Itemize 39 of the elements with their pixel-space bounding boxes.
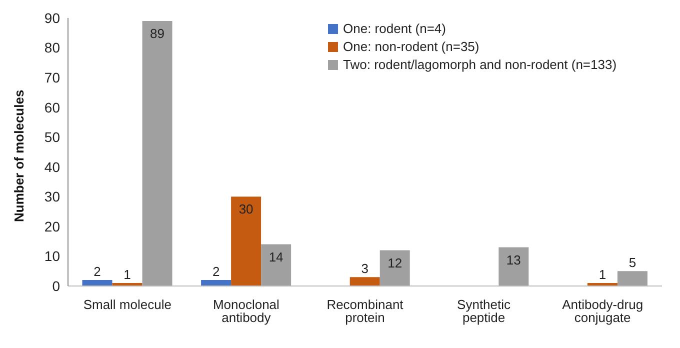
bar — [82, 280, 112, 286]
bar — [231, 196, 262, 286]
y-axis-title: Number of molecules — [12, 90, 27, 222]
legend-label: One: non-rodent (n=35) — [343, 38, 480, 56]
y-tick-label: 50 — [44, 129, 60, 146]
data-label: 89 — [150, 26, 164, 41]
legend-label: Two: rodent/lagomorph and non-rodent (n=133) — [343, 56, 617, 74]
data-label: 1 — [598, 267, 606, 282]
data-label: 2 — [94, 264, 101, 280]
y-tick-label: 20 — [44, 218, 60, 234]
y-tick-label: 0 — [52, 278, 60, 294]
data-label: 14 — [268, 249, 284, 264]
x-tick-label: Synthetic peptide — [457, 297, 512, 326]
y-tick-label: 70 — [44, 70, 60, 86]
bar — [350, 277, 380, 286]
y-tick-label: 30 — [44, 188, 60, 205]
legend-label: One: rodent (n=4) — [343, 20, 446, 38]
y-tick-label: 40 — [44, 158, 60, 175]
bar — [498, 247, 529, 286]
data-label: 13 — [506, 252, 521, 268]
x-tick-label: Small molecule — [83, 297, 172, 312]
data-label: 1 — [124, 267, 131, 282]
bar — [617, 271, 648, 286]
data-label: 12 — [388, 255, 402, 270]
bar — [142, 20, 172, 286]
data-label: 3 — [361, 261, 368, 276]
y-tick-label: 10 — [44, 248, 60, 264]
x-tick-label: Recombinant protein — [326, 297, 404, 326]
data-label: 2 — [212, 264, 220, 280]
data-label: 30 — [238, 202, 254, 217]
data-label: 5 — [628, 255, 636, 270]
y-tick-label: 80 — [44, 40, 60, 56]
x-tick-label: Monoclonal antibody — [212, 297, 280, 326]
y-tick-label: 60 — [44, 99, 60, 116]
bar — [261, 244, 292, 286]
x-tick-label: Antibody-drug conjugate — [562, 297, 644, 326]
bar — [201, 280, 232, 286]
bar — [380, 250, 410, 286]
y-tick-label: 90 — [44, 10, 60, 26]
